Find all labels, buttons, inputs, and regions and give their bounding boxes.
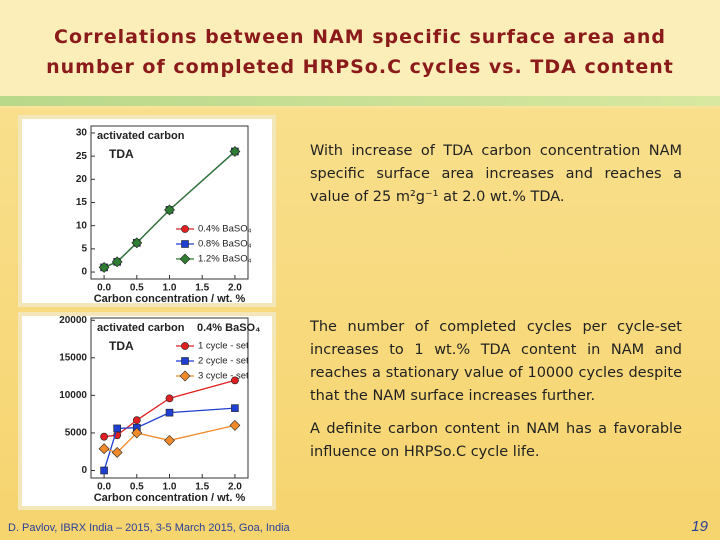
x-tick-label: 1.0 [163,482,177,493]
y-tick-label: 20000 [59,315,87,326]
x-tick-label: 1.0 [163,283,177,294]
x-axis-label: Carbon concentration / wt. % [94,293,246,305]
marker [231,404,239,412]
marker [131,237,143,249]
y-tick-label: 30 [76,128,88,139]
marker [229,146,241,157]
annotation: activated carbon [97,130,185,142]
y-tick-label: 10 [76,220,88,231]
marker [165,408,174,417]
y-tick-label: 15000 [59,352,87,363]
x-tick-label: 0.5 [130,283,144,294]
marker [231,376,239,385]
y-tick-label: 5000 [65,428,88,439]
legend-marker [181,357,189,365]
marker [131,427,143,439]
marker [229,419,241,431]
y-tick-label: 5 [81,244,87,255]
marker [98,443,110,455]
x-tick-label: 1.5 [195,283,209,294]
marker [98,261,110,273]
x-tick-label: 0.5 [130,482,144,493]
x-tick-label: 2.0 [228,283,242,294]
page-number: 19 [691,518,708,535]
legend-marker [179,253,191,265]
annotation: activated carbon [97,322,185,334]
x-axis-label: Carbon concentration / wt. % [94,492,246,504]
legend-label: 0.4% BaSO₄ [198,224,252,235]
y-tick-label: 10000 [59,390,87,401]
paragraph: The number of completed cycles per cycle… [310,319,682,404]
legend-label: 0.8% BaSO₄ [198,239,252,250]
legend-label: 3 cycle - set [198,371,249,382]
annotation: TDA [109,147,134,161]
legend-label: 1.2% BaSO₄ [198,254,252,265]
marker [111,447,123,458]
x-tick-label: 0.0 [97,482,111,493]
annotation: TDA [109,339,134,353]
legend-marker [181,342,189,350]
y-tick-label: 20 [76,174,88,185]
marker [111,256,123,268]
x-tick-label: 0.0 [97,283,111,294]
marker [113,424,121,433]
marker [164,435,175,446]
y-tick-label: 25 [76,151,88,162]
y-tick-label: 0 [81,465,87,476]
annotation: 0.4% BaSO₄ [197,322,260,334]
slide-title: Correlations between NAM specific surfac… [46,26,674,78]
marker [132,416,141,425]
footer: D. Pavlov, IBRX India – 2015, 3-5 March … [8,522,290,534]
marker [100,466,108,475]
x-tick-label: 1.5 [195,482,209,493]
marker [165,394,174,403]
marker [100,432,108,441]
y-tick-label: 0 [81,267,87,278]
paragraph: A definite carbon content in NAM has a f… [310,421,682,460]
legend-marker [179,370,191,382]
title-bar [0,96,720,106]
legend-label: 1 cycle - set [198,341,249,352]
chart-panel: 0 5000 10000 15000 20000 0.0 0.5 1.0 1.5 2.0Carbo… [18,312,276,510]
legend-marker [181,240,189,248]
legend-marker [181,225,189,233]
x-tick-label: 2.0 [228,482,242,493]
paragraph: With increase of TDA carbon concentratio… [310,143,682,205]
y-tick-label: 15 [76,197,88,208]
legend-label: 2 cycle - set [198,356,249,367]
marker [164,204,175,216]
